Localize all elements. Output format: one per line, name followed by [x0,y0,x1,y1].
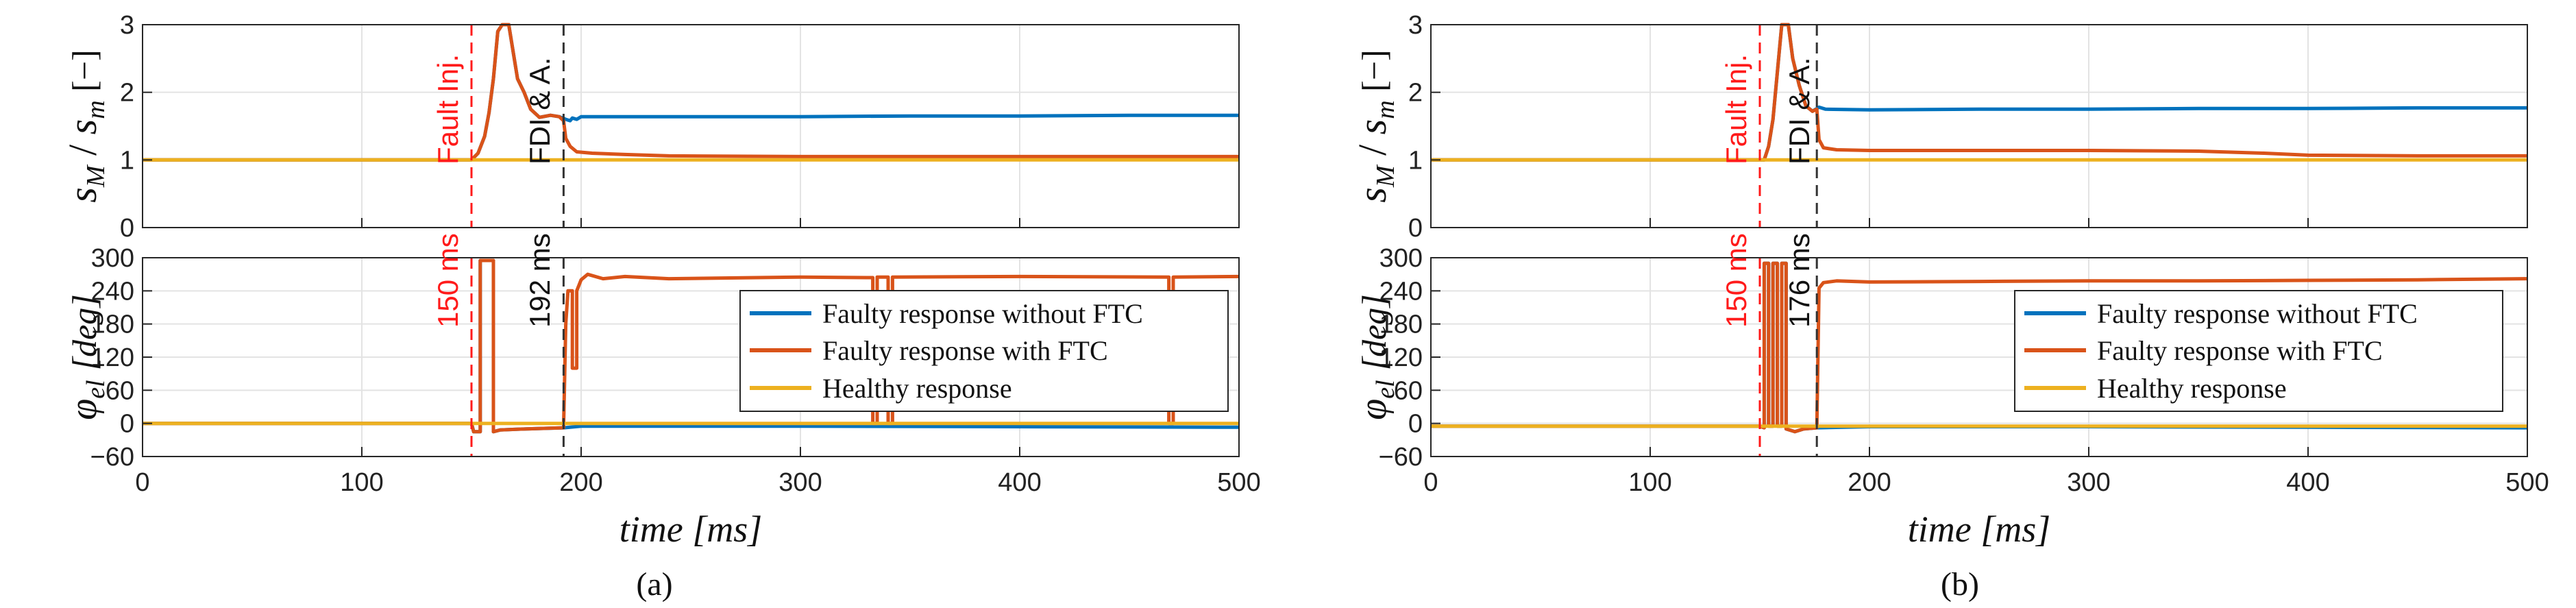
series-line-b-phase-1 [1431,261,2528,434]
panel-a: 0 1 2 3 Fault Inj. FDI & A. sM / sm [−] −60… [60,11,1261,603]
panel-a-legend-item: Faulty response with FTC [822,335,1108,366]
y-tick-label: 120 [1379,343,1423,372]
y-tick-label: 2 [1408,79,1423,108]
panel-b-ratio-ylabel: sM / sm [−] [1350,49,1400,202]
x-tick-label: 500 [2505,468,2549,497]
x-tick-label: 0 [1423,468,1438,497]
panel-a-phase-ylabel: φel [deg] [62,294,110,420]
panel-a-ratio-axes: 0 1 2 3 Fault Inj. FDI & A. sM / sm [−] [60,11,1240,243]
y-tick-label: 0 [120,214,134,243]
y-tick-label: 120 [91,343,134,372]
y-tick-label: −60 [1379,443,1423,472]
panel-b-caption: (b) [1941,566,1979,603]
panel-b-fdi-time-label: 176 ms [1783,233,1815,328]
y-tick-label: 0 [1408,410,1423,439]
y-tick-label: 300 [91,244,134,273]
panel-b-fault-label: Fault Inj. [1720,54,1752,165]
series-line-a-phase-1 [143,258,1240,434]
panel-a-ratio-ylabel: sM / sm [−] [60,49,110,202]
panel-a-fault-time-label: 150 ms [432,233,464,328]
svg-text:sM / sm [−]: sM / sm [−] [60,49,110,202]
panel-b-legend-item: Faulty response without FTC [2097,298,2418,329]
panel-b-legend-item: Healthy response [2097,373,2287,404]
x-tick-label: 200 [1848,468,1891,497]
y-tick-label: −60 [90,443,134,472]
panel-a-caption: (a) [636,566,672,603]
panel-a-fdi-label: FDI & A. [524,58,556,165]
series-line-a-ratio-1 [143,23,1239,162]
y-tick-label: 0 [120,410,134,439]
x-tick-label: 300 [2067,468,2110,497]
panel-b-ratio-axes: 0 1 2 3 Fault Inj. FDI & A. sM / sm [−] [1350,11,2528,243]
panel-b-legend-item: Faulty response with FTC [2097,335,2383,366]
x-tick-label: 300 [778,468,822,497]
panel-b-phase-ylabel: φel [deg] [1352,294,1400,420]
panel-a-legend-item: Faulty response without FTC [822,298,1143,329]
panel-b: 0 1 2 3 Fault Inj. FDI & A. sM / sm [−] −60… [1350,11,2549,603]
panel-b-fdi-label: FDI & A. [1783,58,1815,165]
series-line-b-ratio-1 [1431,23,2527,162]
y-tick-label: 3 [1408,11,1423,40]
y-tick-label: 180 [1379,311,1423,339]
panel-a-legend: Faulty response without FTC Faulty respo… [739,290,1229,412]
y-tick-label: 300 [1379,244,1423,273]
panel-b-fault-time-label: 150 ms [1720,233,1752,328]
x-tick-label: 0 [135,468,149,497]
y-tick-label: 0 [1408,214,1423,243]
y-tick-label: 180 [91,311,134,339]
svg-text:φel [deg]: φel [deg] [62,294,110,420]
svg-text:φel [deg]: φel [deg] [1352,294,1400,420]
panel-a-fdi-time-label: 192 ms [524,233,556,328]
panel-a-fault-label: Fault Inj. [432,54,464,165]
y-tick-label: 3 [120,11,134,40]
y-tick-label: 240 [1379,277,1423,306]
svg-text:sM / sm [−]: sM / sm [−] [1350,49,1400,202]
x-tick-label: 100 [340,468,383,497]
y-tick-label: 60 [106,376,134,405]
panel-b-xlabel: time [ms] [1908,509,2051,550]
y-tick-label: 240 [91,277,134,306]
x-tick-label: 400 [998,468,1041,497]
x-tick-label: 200 [559,468,602,497]
y-tick-label: 2 [120,79,134,108]
y-tick-label: 1 [1408,146,1423,175]
y-tick-label: 60 [1394,376,1423,405]
x-tick-label: 500 [1217,468,1260,497]
panel-a-xlabel: time [ms] [620,509,763,550]
x-tick-label: 400 [2286,468,2329,497]
panel-a-legend-item: Healthy response [822,373,1012,404]
panel-b-legend: Faulty response without FTC Faulty respo… [2014,290,2503,412]
y-tick-label: 1 [120,146,134,175]
x-tick-label: 100 [1628,468,1671,497]
